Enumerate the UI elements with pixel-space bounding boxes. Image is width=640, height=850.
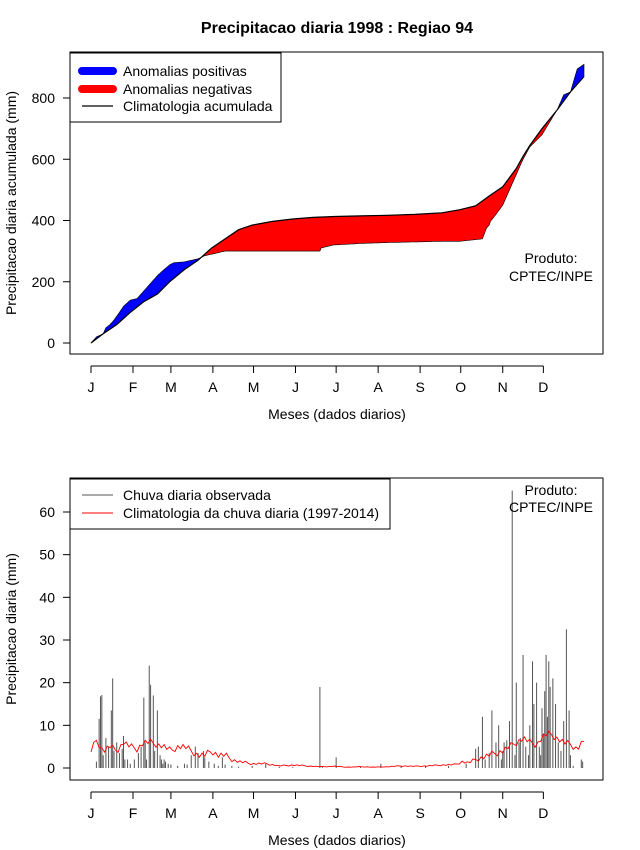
daily-legend: Chuva diaria observada Climatologia da c…: [69, 478, 391, 530]
legend-label-climatology: Climatologia acumulada: [123, 98, 273, 114]
x-tick-label: D: [538, 805, 548, 821]
daily-chart: 0 10 20 30 40 50 60 J F M A M J J A S O N D Precipitacao …: [3, 477, 604, 848]
positive-anomaly-area: [556, 63, 585, 111]
daily-ylabel: Precipitacao diaria (mm): [3, 553, 19, 705]
x-tick-label: O: [455, 805, 466, 821]
legend-label-observed: Chuva diaria observada: [123, 487, 271, 503]
y-tick-label: 800: [32, 90, 56, 106]
daily-product-line1: Produto:: [525, 482, 578, 498]
climatology-accumulated-line: [90, 76, 585, 344]
x-tick-label: J: [292, 379, 299, 395]
accumulated-product-line1: Produto:: [525, 250, 578, 266]
daily-chart-marks: [90, 490, 585, 768]
x-tick-label: M: [248, 379, 260, 395]
climatology-daily-line: [90, 730, 585, 768]
daily-legend-box: [69, 478, 391, 530]
y-tick-label: 40: [39, 589, 55, 605]
daily-product-line2: CPTEC/INPE: [509, 499, 593, 515]
legend-label-negative: Anomalias negativas: [123, 81, 252, 97]
x-tick-label: M: [248, 805, 260, 821]
x-tick-label: D: [538, 379, 548, 395]
y-tick-label: 10: [39, 717, 55, 733]
daily-xlabel: Meses (dados diarios): [268, 832, 406, 848]
x-tick-label: A: [208, 805, 218, 821]
x-tick-label: A: [373, 805, 383, 821]
y-tick-label: 0: [47, 760, 55, 776]
x-tick-label: M: [165, 379, 177, 395]
accumulated-chart: 0 200 400 600 800 J F M A M J J A S O N D Precipitacao …: [3, 51, 604, 422]
y-tick-label: 400: [32, 213, 56, 229]
y-tick-label: 50: [39, 547, 55, 563]
y-tick-label: 20: [39, 675, 55, 691]
x-tick-label: J: [88, 805, 95, 821]
x-tick-label: A: [373, 379, 383, 395]
x-tick-label: J: [88, 379, 95, 395]
accumulated-xlabel: Meses (dados diarios): [268, 406, 406, 422]
y-tick-label: 200: [32, 274, 56, 290]
y-tick-label: 0: [47, 335, 55, 351]
x-tick-label: N: [498, 379, 508, 395]
x-tick-label: J: [333, 805, 340, 821]
accumulated-y-axis: 0 200 400 600 800: [32, 90, 71, 351]
x-tick-label: A: [208, 379, 218, 395]
x-tick-label: M: [165, 805, 177, 821]
figure-title: Precipitacao diaria 1998 : Regiao 94: [201, 20, 473, 37]
legend-label-clim-daily: Climatologia da chuva diaria (1997-2014): [123, 505, 379, 521]
x-tick-label: S: [415, 805, 424, 821]
x-tick-label: O: [455, 379, 466, 395]
accumulated-chart-marks: [90, 63, 585, 344]
legend-label-positive: Anomalias positivas: [123, 63, 247, 79]
y-tick-label: 600: [32, 151, 56, 167]
x-tick-label: J: [292, 805, 299, 821]
x-tick-label: N: [498, 805, 508, 821]
x-tick-label: F: [129, 805, 138, 821]
accumulated-ylabel: Precipitacao diaria acumulada (mm): [3, 91, 19, 315]
x-tick-label: J: [333, 379, 340, 395]
negative-anomaly-area: [201, 111, 556, 258]
y-tick-label: 60: [39, 504, 55, 520]
x-tick-label: S: [415, 379, 424, 395]
daily-y-axis: 0 10 20 30 40 50 60: [39, 504, 71, 776]
y-tick-label: 30: [39, 632, 55, 648]
accumulated-legend: Anomalias positivas Anomalias negativas …: [69, 52, 282, 123]
x-tick-label: F: [129, 379, 138, 395]
accumulated-product-line2: CPTEC/INPE: [509, 268, 593, 284]
